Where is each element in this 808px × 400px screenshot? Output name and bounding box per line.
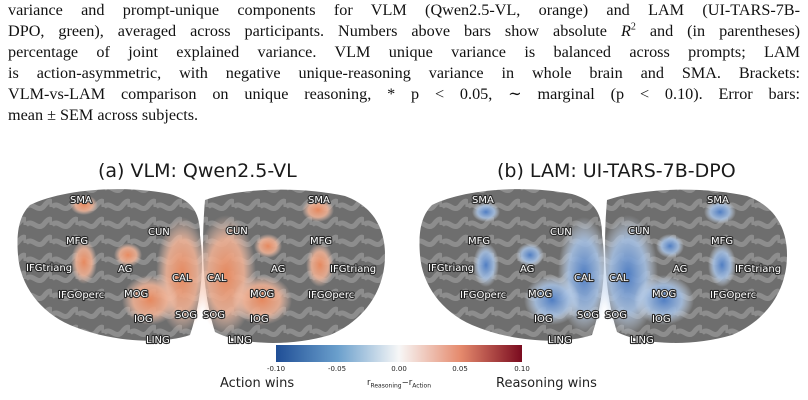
panel-a-flatmap	[17, 189, 385, 343]
roi-label: IOG	[250, 314, 269, 325]
lam-overlay-ifg-right	[708, 243, 736, 287]
roi-label: LING	[630, 335, 654, 346]
roi-label: IFGOperc	[58, 290, 104, 301]
formula-sub-reasoning: Reasoning	[370, 382, 402, 390]
roi-label: LING	[146, 335, 170, 346]
roi-label: IFGtriang	[735, 264, 781, 275]
colorbar-tick: 0.05	[452, 365, 468, 373]
r-squared-exponent: 2	[630, 21, 636, 33]
roi-label: IOG	[652, 314, 671, 325]
roi-label: CUN	[148, 227, 170, 238]
colorbar-tick: 0.00	[391, 365, 407, 373]
roi-label: AG	[673, 264, 687, 275]
roi-label: MOG	[250, 289, 274, 300]
lam-overlay-mog-right	[634, 275, 694, 325]
panel-a-title: (a) VLM: Qwen2.5-VL	[98, 160, 297, 182]
colorbar-right-label: Reasoning wins	[496, 376, 597, 391]
roi-label: IOG	[534, 314, 553, 325]
caption-line: is action-asymmetric, with negative uniq…	[8, 64, 800, 82]
caption-line-part: DPO, green), averaged across participant…	[8, 22, 607, 40]
vlm-overlay-ag-left	[114, 243, 142, 267]
colorbar-tick: 0.10	[514, 365, 530, 373]
vlm-overlay-ag-right	[254, 234, 282, 258]
figure-caption: variance and prompt-unique components fo…	[8, 0, 800, 126]
roi-label: MOG	[124, 289, 148, 300]
roi-label: MFG	[468, 236, 490, 247]
roi-label: CUN	[550, 227, 572, 238]
colorbar-tick: -0.10	[266, 365, 286, 373]
colorbar-formula: rReasoning−rAction	[367, 378, 431, 390]
formula-r: r	[408, 378, 413, 388]
vlm-overlay-ifg-left	[71, 240, 97, 284]
roi-label: SMA	[70, 195, 92, 206]
panel-b-flatmap	[419, 189, 787, 343]
caption-line: percentage of joint explained variance. …	[8, 43, 800, 61]
r-squared-symbol: R	[620, 22, 631, 40]
roi-label: MOG	[528, 289, 552, 300]
vlm-overlay-sma-left	[70, 195, 98, 215]
roi-label: AG	[271, 264, 285, 275]
roi-label: AG	[520, 264, 534, 275]
formula-r: r	[366, 378, 371, 388]
roi-label: LING	[548, 335, 572, 346]
roi-label: MOG	[652, 289, 676, 300]
roi-label: IFGOperc	[308, 290, 354, 301]
roi-label: IFGtriang	[330, 264, 376, 275]
roi-label: MFG	[711, 236, 733, 247]
formula-minus: −	[401, 378, 409, 388]
lam-overlay-ifg-left	[473, 243, 499, 287]
panel-a-roi-labels: SMA MFG IFGtriang IFGOperc AG MOG IOG LI…	[25, 194, 377, 347]
roi-label: IFGOperc	[710, 290, 756, 301]
caption-line: mean ± SEM across subjects.	[8, 106, 199, 124]
vlm-overlay-mog-left	[122, 275, 178, 325]
roi-label: SOG	[605, 310, 627, 321]
roi-label: SMA	[472, 195, 494, 206]
vlm-overlay-ifg-right	[306, 243, 334, 287]
panel-b-title: (b) LAM: UI-TARS-7B-DPO	[497, 160, 736, 182]
roi-label: CAL	[172, 273, 192, 284]
roi-label: SMA	[308, 195, 330, 206]
panel-b-roi-labels: SMA MFG IFGtriang IFGOperc AG MOG IOG LI…	[427, 194, 782, 347]
vlm-overlay-mog-right	[232, 275, 292, 325]
colorbar-tick: -0.05	[327, 365, 347, 373]
roi-label: SOG	[577, 310, 599, 321]
lam-overlay-mog-left	[524, 275, 580, 325]
caption-line: variance and prompt-unique components fo…	[8, 1, 800, 19]
lam-overlay-ag-right	[656, 234, 684, 258]
lam-overlay-sma-right	[704, 200, 736, 224]
roi-label: MFG	[66, 236, 88, 247]
roi-label: SOG	[203, 310, 225, 321]
caption-line: VLM-vs-LAM comparison on unique reasonin…	[8, 85, 800, 103]
roi-label: CUN	[628, 226, 650, 237]
roi-label: IFGtriang	[428, 263, 474, 274]
lam-overlay-ag-left	[516, 243, 544, 267]
roi-label: IFGtriang	[26, 263, 72, 274]
roi-label: CAL	[574, 273, 594, 284]
roi-label: CAL	[207, 273, 227, 284]
roi-label: SMA	[707, 195, 729, 206]
caption-line-part: and (in parentheses)	[649, 22, 801, 40]
vlm-overlay-sma-right	[302, 198, 334, 222]
colorbar-left-label: Action wins	[220, 376, 295, 391]
roi-label: CAL	[609, 273, 629, 284]
roi-label: LING	[228, 335, 252, 346]
caption-line: DPO, green), averaged across participant…	[8, 21, 800, 42]
roi-label: IFGOperc	[460, 290, 506, 301]
colorbar	[276, 345, 522, 362]
formula-sub-action: Action	[412, 382, 432, 390]
roi-label: AG	[118, 264, 132, 275]
roi-label: IOG	[134, 314, 153, 325]
roi-label: SOG	[175, 310, 197, 321]
roi-label: CUN	[226, 226, 248, 237]
lam-overlay-sma-left	[472, 202, 500, 222]
roi-label: MFG	[310, 236, 332, 247]
